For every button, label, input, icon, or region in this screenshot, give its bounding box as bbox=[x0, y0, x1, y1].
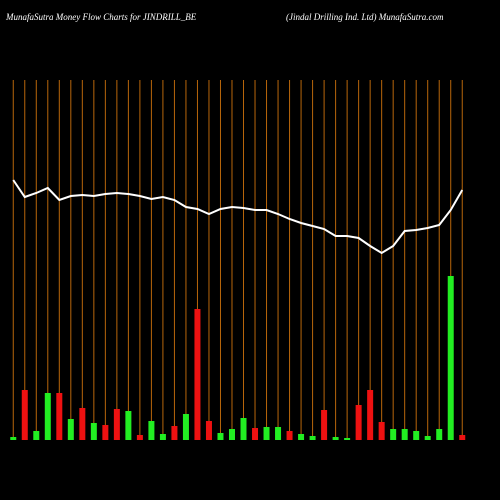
bar bbox=[67, 419, 74, 440]
bar bbox=[436, 429, 443, 440]
bar bbox=[344, 438, 351, 440]
bar bbox=[205, 421, 212, 440]
bar bbox=[182, 414, 189, 440]
bar bbox=[79, 408, 86, 440]
bar bbox=[44, 393, 51, 440]
bar bbox=[424, 436, 431, 440]
bar bbox=[298, 434, 305, 440]
bar bbox=[148, 421, 155, 440]
bar bbox=[390, 429, 397, 440]
bar bbox=[21, 390, 28, 440]
chart-title: MunafaSutra Money Flow Charts for JINDRI… bbox=[5, 12, 197, 22]
bar bbox=[171, 426, 178, 440]
bar bbox=[33, 431, 40, 440]
bar bbox=[56, 393, 63, 440]
bar bbox=[367, 390, 374, 440]
bar bbox=[228, 429, 235, 440]
bar bbox=[159, 434, 166, 440]
bar bbox=[10, 437, 17, 440]
bar bbox=[102, 425, 109, 440]
bar bbox=[194, 309, 201, 440]
bar bbox=[332, 437, 339, 440]
bar bbox=[378, 422, 385, 440]
bar bbox=[263, 427, 270, 440]
bar bbox=[286, 431, 293, 440]
bar bbox=[275, 427, 282, 440]
bar bbox=[90, 423, 97, 440]
bar bbox=[217, 433, 224, 440]
bar bbox=[113, 409, 120, 440]
bar bbox=[240, 418, 247, 440]
bar bbox=[459, 435, 466, 440]
chart-subtitle: (Jindal Drilling Ind. Ltd) MunafaSutra.c… bbox=[286, 12, 444, 22]
bar bbox=[136, 435, 143, 440]
bar bbox=[355, 405, 362, 440]
bar bbox=[125, 411, 132, 440]
bar bbox=[252, 428, 259, 440]
money-flow-line bbox=[12, 179, 464, 255]
bar bbox=[321, 410, 328, 440]
bar bbox=[447, 276, 454, 440]
bar bbox=[401, 429, 408, 440]
bar bbox=[309, 436, 316, 440]
bar bbox=[413, 431, 420, 440]
